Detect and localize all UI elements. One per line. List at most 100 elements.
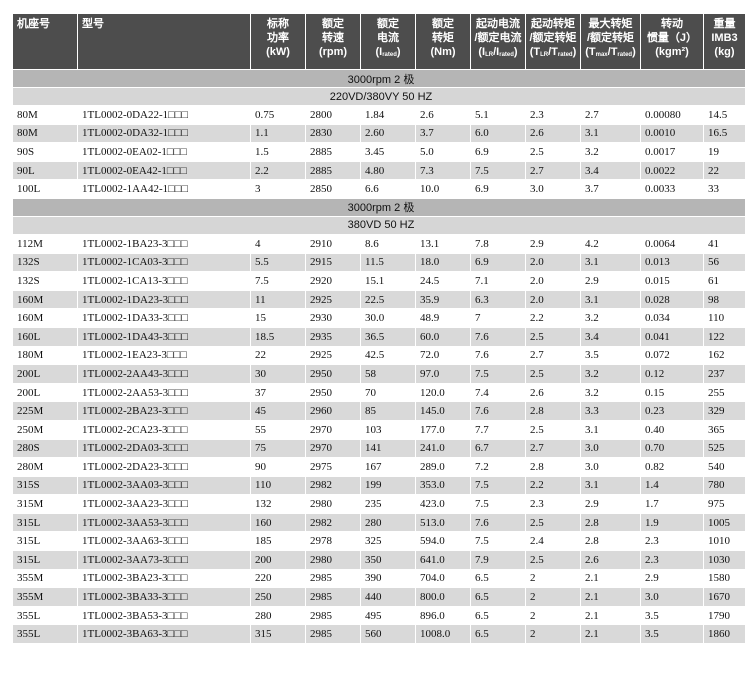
section-title: 3000rpm 2 极	[12, 197, 746, 217]
cell: 0.15	[640, 382, 704, 403]
cell: 2.2	[250, 160, 306, 181]
cell: 0.40	[640, 419, 704, 440]
header-text: )	[513, 46, 518, 58]
cell: 1TL0002-1CA03-3□□□	[77, 252, 251, 273]
cell: 7.5	[470, 494, 526, 514]
cell: 1TL0002-3BA63-3□□□	[77, 624, 251, 645]
cell: 5.1	[470, 105, 526, 125]
cell: 4	[250, 233, 306, 254]
cell: 7.6	[470, 326, 526, 347]
cell: 7.2	[470, 457, 526, 477]
data-row: 80M 1TL0002-0DA32-1□□□ 1.1 2830 2.60 3.7 6.0 2.…	[12, 123, 746, 144]
header-line: 额定	[417, 17, 470, 31]
cell: 2985	[305, 568, 361, 589]
cell: 85	[360, 401, 416, 421]
cell: 1670	[703, 587, 746, 607]
cell: 2.7	[525, 345, 581, 366]
header-line: /额定转矩	[527, 31, 580, 45]
header-text: 转速	[322, 32, 344, 44]
cell: 0.0033	[640, 179, 704, 199]
header-line: 转矩	[417, 31, 470, 45]
cell: 6.5	[470, 624, 526, 645]
cell: 2.9	[580, 271, 641, 291]
cell: 7.5	[470, 531, 526, 552]
cell: 1790	[703, 605, 746, 626]
cell: 3.2	[580, 142, 641, 162]
column-header: 额定 转速 (rpm)	[305, 13, 361, 70]
cell: 1TL0002-3AA53-3□□□	[77, 512, 251, 533]
cell: 177.0	[415, 419, 471, 440]
cell: 2885	[305, 142, 361, 162]
cell: 2.4	[525, 531, 581, 552]
cell: 353.0	[415, 475, 471, 496]
cell: 1TL0002-1EA23-3□□□	[77, 345, 251, 366]
cell: 1860	[703, 624, 746, 645]
cell: 2915	[305, 252, 361, 273]
cell: 160M	[12, 289, 78, 310]
cell: 200	[250, 550, 306, 570]
cell: 80M	[12, 123, 78, 144]
cell: 5.5	[250, 252, 306, 273]
column-header: 额定 电流 (Irated)	[360, 13, 416, 70]
cell: 0.0064	[640, 233, 704, 254]
cell: 1TL0002-1DA33-3□□□	[77, 308, 251, 328]
cell: 641.0	[415, 550, 471, 570]
header-text: /T	[548, 46, 558, 58]
cell: 355L	[12, 605, 78, 626]
cell: 2980	[305, 494, 361, 514]
cell: 7.5	[250, 271, 306, 291]
cell: 2.1	[580, 605, 641, 626]
cell: 61	[703, 271, 746, 291]
cell: 2985	[305, 587, 361, 607]
cell: 7.5	[470, 475, 526, 496]
section-row: 3000rpm 2 极	[12, 197, 746, 217]
cell: 2.1	[580, 624, 641, 645]
cell: 2.8	[580, 531, 641, 552]
cell: 1.7	[640, 494, 704, 514]
cell: 7.4	[470, 382, 526, 403]
cell: 1.1	[250, 123, 306, 144]
cell: 3.5	[580, 345, 641, 366]
header-line: 起动电流	[472, 17, 525, 31]
cell: 36.5	[360, 326, 416, 347]
header-text: 机座号	[17, 18, 50, 30]
cell: 2970	[305, 419, 361, 440]
cell: 704.0	[415, 568, 471, 589]
data-row: 160M 1TL0002-1DA23-3□□□ 11 2925 22.5 35.9 6.3 2…	[12, 289, 746, 310]
header-text: 转矩	[432, 32, 454, 44]
data-row: 225M 1TL0002-2BA23-3□□□ 45 2960 85 145.0 7.6 2.…	[12, 401, 746, 421]
data-row: 132S 1TL0002-1CA13-3□□□ 7.5 2920 15.1 24.5 7.1…	[12, 271, 746, 291]
cell: 7	[470, 308, 526, 328]
column-header: 标称 功率 (kW)	[250, 13, 306, 70]
cell: 241.0	[415, 438, 471, 459]
cell: 237	[703, 364, 746, 384]
cell: 1TL0002-2AA53-3□□□	[77, 382, 251, 403]
header-line: IMB3	[705, 31, 745, 45]
cell: 97.0	[415, 364, 471, 384]
cell: 3.45	[360, 142, 416, 162]
cell: 0.041	[640, 326, 704, 347]
cell: 2800	[305, 105, 361, 125]
header-subscript: rated	[557, 52, 573, 58]
cell: 3.1	[580, 123, 641, 144]
column-header: 额定 转矩 (Nm)	[415, 13, 471, 70]
header-line: (rpm)	[307, 45, 360, 59]
cell: 6.9	[470, 142, 526, 162]
cell: 2985	[305, 605, 361, 626]
cell: 975	[703, 494, 746, 514]
header-text: 标称	[267, 18, 289, 30]
header-text: (T	[585, 46, 596, 58]
cell: 1TL0002-2CA23-3□□□	[77, 419, 251, 440]
cell: 110	[703, 308, 746, 328]
cell: 11.5	[360, 252, 416, 273]
cell: 1TL0002-2DA23-3□□□	[77, 457, 251, 477]
cell: 4.80	[360, 160, 416, 181]
column-header: 机座号	[12, 13, 78, 70]
cell: 3.1	[580, 252, 641, 273]
header-text: /额定电流	[474, 32, 522, 44]
cell: 2.6	[415, 105, 471, 125]
cell: 3.0	[640, 587, 704, 607]
cell: 0.70	[640, 438, 704, 459]
cell: 2	[525, 605, 581, 626]
